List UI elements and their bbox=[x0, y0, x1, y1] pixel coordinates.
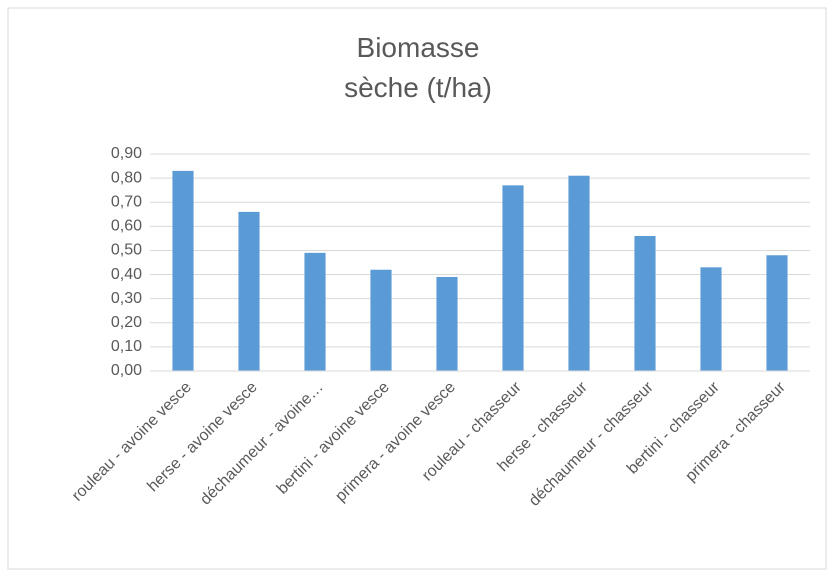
bar bbox=[766, 255, 788, 371]
y-tick-label: 0,60 bbox=[111, 218, 142, 235]
y-tick-label: 0,50 bbox=[111, 242, 142, 259]
bar bbox=[700, 267, 722, 371]
chart-border bbox=[7, 7, 827, 570]
y-tick-label: 0,90 bbox=[111, 145, 142, 162]
y-tick-label: 0,00 bbox=[111, 362, 142, 379]
bar bbox=[568, 175, 590, 371]
bar bbox=[238, 211, 260, 371]
bar bbox=[634, 235, 656, 371]
y-tick-label: 0,10 bbox=[111, 338, 142, 355]
chart-title: Biomasse sèche (t/ha) bbox=[344, 32, 492, 103]
bar bbox=[370, 269, 392, 371]
y-tick-label: 0,20 bbox=[111, 314, 142, 331]
bar bbox=[436, 276, 458, 371]
y-tick-label: 0,30 bbox=[111, 290, 142, 307]
bar bbox=[502, 185, 524, 371]
bar bbox=[304, 252, 326, 371]
y-tick-label: 0,40 bbox=[111, 266, 142, 283]
bar bbox=[172, 170, 194, 371]
y-tick-label: 0,70 bbox=[111, 193, 142, 210]
y-tick-label: 0,80 bbox=[111, 169, 142, 186]
